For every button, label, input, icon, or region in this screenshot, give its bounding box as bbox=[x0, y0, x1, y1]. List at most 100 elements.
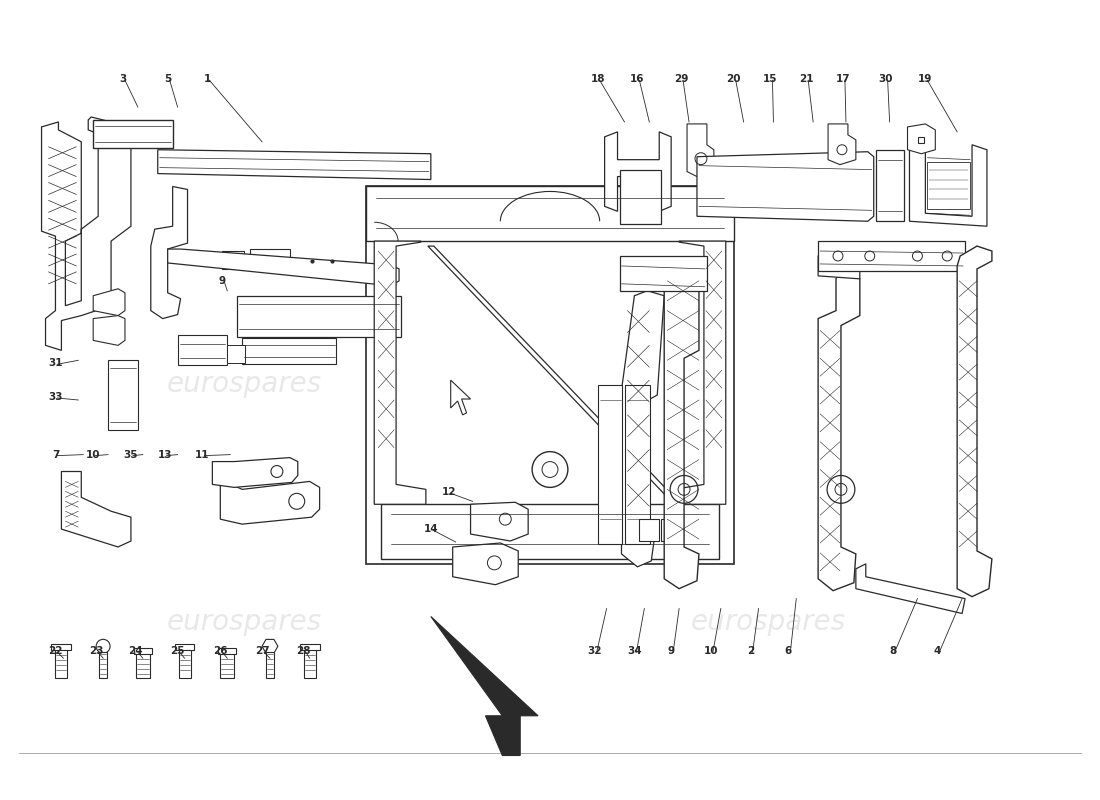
Bar bbox=[136, 652, 150, 678]
Text: 30: 30 bbox=[879, 74, 893, 84]
Text: 11: 11 bbox=[195, 450, 210, 460]
Text: 15: 15 bbox=[763, 74, 778, 84]
Polygon shape bbox=[908, 124, 935, 154]
Text: 23: 23 bbox=[89, 646, 103, 656]
Text: eurospares: eurospares bbox=[560, 370, 715, 398]
Polygon shape bbox=[957, 246, 992, 597]
Polygon shape bbox=[818, 269, 860, 590]
Bar bbox=[304, 648, 316, 678]
Polygon shape bbox=[621, 290, 664, 567]
Text: 27: 27 bbox=[255, 646, 270, 656]
Bar bbox=[250, 249, 289, 269]
Bar bbox=[134, 648, 152, 654]
Text: 29: 29 bbox=[674, 74, 689, 84]
Text: 32: 32 bbox=[587, 646, 602, 656]
Text: 5: 5 bbox=[164, 74, 172, 84]
Bar bbox=[178, 648, 190, 678]
Text: 14: 14 bbox=[424, 524, 438, 534]
Polygon shape bbox=[220, 479, 320, 524]
Text: 3: 3 bbox=[120, 74, 127, 84]
Text: 19: 19 bbox=[918, 74, 933, 84]
Text: 16: 16 bbox=[630, 74, 645, 84]
Polygon shape bbox=[471, 502, 528, 541]
Text: 35: 35 bbox=[123, 450, 139, 460]
Bar bbox=[242, 338, 337, 364]
Text: 10: 10 bbox=[704, 646, 718, 656]
Polygon shape bbox=[212, 458, 298, 487]
Polygon shape bbox=[453, 543, 518, 585]
Polygon shape bbox=[374, 241, 426, 504]
Bar bbox=[228, 346, 245, 363]
Polygon shape bbox=[818, 251, 860, 279]
Polygon shape bbox=[428, 246, 679, 502]
Polygon shape bbox=[62, 471, 131, 547]
Polygon shape bbox=[664, 264, 698, 589]
Text: 22: 22 bbox=[48, 646, 63, 656]
Text: 9: 9 bbox=[219, 276, 225, 286]
Bar bbox=[927, 162, 970, 210]
Text: 17: 17 bbox=[836, 74, 850, 84]
Bar bbox=[177, 335, 228, 366]
Text: 1: 1 bbox=[204, 74, 211, 84]
Bar bbox=[661, 519, 681, 541]
Polygon shape bbox=[262, 639, 278, 653]
Text: 33: 33 bbox=[48, 392, 63, 402]
Polygon shape bbox=[856, 564, 965, 614]
Bar bbox=[238, 296, 402, 338]
Bar bbox=[55, 648, 67, 678]
Polygon shape bbox=[674, 241, 726, 504]
Text: eurospares: eurospares bbox=[691, 609, 846, 637]
Text: eurospares: eurospares bbox=[166, 609, 322, 637]
Text: 21: 21 bbox=[799, 74, 814, 84]
Bar bbox=[619, 170, 661, 224]
Bar bbox=[366, 186, 734, 241]
Polygon shape bbox=[151, 186, 187, 318]
Polygon shape bbox=[94, 289, 125, 315]
Bar bbox=[382, 504, 718, 559]
Polygon shape bbox=[910, 145, 987, 226]
Bar bbox=[52, 644, 72, 650]
Bar bbox=[639, 519, 659, 541]
Polygon shape bbox=[42, 117, 131, 350]
Bar bbox=[366, 186, 734, 564]
Text: 6: 6 bbox=[784, 646, 792, 656]
Bar bbox=[818, 241, 965, 271]
Text: 34: 34 bbox=[627, 646, 641, 656]
Text: 20: 20 bbox=[726, 74, 741, 84]
Polygon shape bbox=[451, 380, 471, 415]
Polygon shape bbox=[94, 315, 125, 346]
Bar bbox=[619, 256, 707, 290]
Text: 31: 31 bbox=[48, 358, 63, 368]
Bar bbox=[220, 652, 234, 678]
Text: eurospares: eurospares bbox=[166, 370, 322, 398]
Text: 26: 26 bbox=[213, 646, 228, 656]
Bar bbox=[222, 251, 244, 269]
Bar bbox=[597, 385, 623, 544]
Polygon shape bbox=[828, 124, 856, 165]
Text: 25: 25 bbox=[170, 646, 185, 656]
Polygon shape bbox=[688, 124, 714, 177]
Polygon shape bbox=[431, 617, 538, 755]
Text: 4: 4 bbox=[934, 646, 940, 656]
Polygon shape bbox=[605, 132, 671, 211]
Text: 13: 13 bbox=[157, 450, 172, 460]
Bar bbox=[99, 652, 107, 678]
Bar bbox=[218, 648, 236, 654]
Polygon shape bbox=[167, 249, 399, 286]
Text: 7: 7 bbox=[52, 450, 59, 460]
Text: 8: 8 bbox=[889, 646, 896, 656]
Text: 2: 2 bbox=[747, 646, 755, 656]
Bar bbox=[94, 120, 173, 148]
Text: 24: 24 bbox=[129, 646, 143, 656]
Bar bbox=[626, 385, 650, 544]
Text: 28: 28 bbox=[297, 646, 311, 656]
Bar bbox=[175, 644, 195, 650]
Polygon shape bbox=[157, 150, 431, 179]
Text: 18: 18 bbox=[591, 74, 605, 84]
Text: 9: 9 bbox=[668, 646, 674, 656]
Bar bbox=[299, 644, 320, 650]
Text: 12: 12 bbox=[441, 487, 456, 498]
Bar bbox=[876, 150, 903, 222]
Bar bbox=[108, 360, 138, 430]
Polygon shape bbox=[697, 152, 873, 222]
